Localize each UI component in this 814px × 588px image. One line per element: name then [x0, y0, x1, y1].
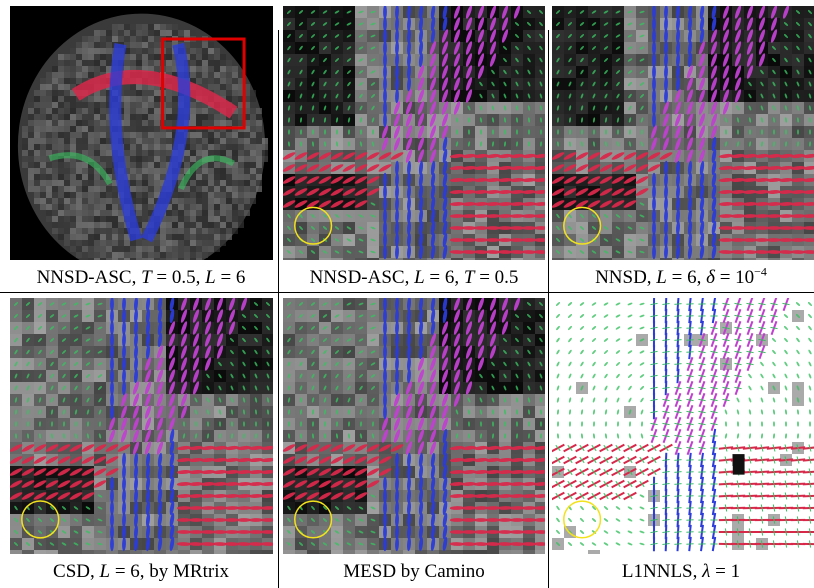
caption-panel-f: L1NNLS, λ = 1: [621, 561, 741, 582]
panel-d-glyph-field: [10, 298, 273, 554]
panel-f-glyph-field: [552, 298, 814, 554]
brain-coronal-slice-image: [10, 6, 273, 260]
column-divider: [548, 292, 549, 588]
caption-panel-d: CSD, L = 6, by MRtrix: [53, 561, 229, 582]
panel-e-glyph-field: [283, 298, 545, 554]
panel-c-glyph-field: [552, 6, 814, 260]
odf-glyph-field-image: [283, 298, 545, 554]
odf-glyph-field-image: [552, 6, 814, 260]
caption-panel-a: NNSD-ASC, T = 0.5, L = 6: [36, 267, 246, 288]
panel-a-brain-overview: [10, 6, 273, 260]
caption-panel-c: NNSD, L = 6, δ = 10−4: [595, 264, 767, 288]
caption-panel-e: MESD by Camino: [343, 561, 485, 582]
odf-glyph-field-image: [283, 6, 545, 260]
odf-glyph-field-image: [552, 298, 814, 554]
panel-b-glyph-field: [283, 6, 545, 260]
column-divider: [548, 30, 549, 292]
column-divider: [278, 30, 279, 292]
column-divider: [278, 292, 279, 588]
row-divider: [0, 292, 814, 293]
caption-panel-b: NNSD-ASC, L = 6, T = 0.5: [309, 267, 519, 288]
odf-glyph-field-image: [10, 298, 273, 554]
